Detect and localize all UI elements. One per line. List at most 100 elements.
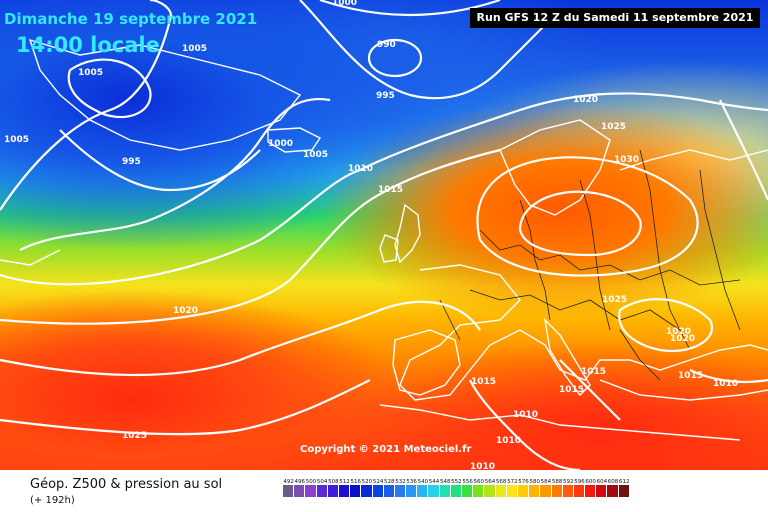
scale-value-label: 552 (451, 479, 462, 485)
isobars (0, 0, 768, 470)
scale-swatch (618, 485, 630, 497)
scale-value-label: 540 (417, 479, 429, 485)
scale-value-label: 504 (316, 479, 328, 485)
scale-swatch (439, 485, 451, 497)
isobar-label: 1005 (4, 135, 29, 145)
isobar-label: 1000 (268, 139, 293, 149)
scale-value-label: 608 (607, 479, 619, 485)
map-overlay: 1000 1005 990 1005 995 1005 995 1000 100… (0, 0, 768, 470)
isobar-label: 1020 (573, 95, 598, 105)
isobar-label: 1010 (470, 462, 495, 470)
forecast-offset: (+ 192h) (30, 495, 75, 506)
scale-swatch (596, 485, 608, 497)
scale-value-label: 604 (596, 479, 608, 485)
scale-swatch (540, 485, 552, 497)
scale-value-label: 544 (428, 479, 440, 485)
isobar-label: 1030 (614, 155, 639, 165)
isobar-label: 1025 (602, 295, 627, 305)
scale-swatch (406, 485, 418, 497)
isobar-label: 1015 (678, 371, 703, 381)
scale-swatch (495, 485, 507, 497)
scale-swatch (585, 485, 597, 497)
scale-swatch (607, 485, 619, 497)
scale-value-label: 524 (372, 479, 384, 485)
scale-swatch (529, 485, 541, 497)
scale-value-label: 508 (328, 479, 339, 485)
scale-swatch (473, 485, 485, 497)
scale-swatch (316, 485, 328, 497)
scale-value-label: 600 (585, 479, 596, 485)
scale-value-label: 576 (518, 479, 529, 485)
isobar-label: 1015 (581, 367, 606, 377)
isobar-label: 990 (377, 40, 396, 50)
scale-swatch (462, 485, 474, 497)
scale-value-label: 496 (294, 479, 306, 485)
scale-swatches (283, 485, 753, 497)
scale-swatch (327, 485, 339, 497)
isobar-label: 1000 (332, 0, 357, 8)
scale-swatch (372, 485, 384, 497)
model-run-banner: Run GFS 12 Z du Samedi 11 septembre 2021 (470, 8, 760, 28)
scale-labels: 492 496 500 504 508 512 516 520 524 528 532 536 540 5… (283, 479, 753, 485)
isobar-label: 1020 (666, 327, 691, 337)
scale-value-label: 572 (507, 479, 518, 485)
isobar-label: 1010 (513, 410, 538, 420)
isobar-label: 1005 (303, 150, 328, 160)
scale-value-label: 512 (339, 479, 350, 485)
isobar-label: 995 (122, 157, 141, 167)
scale-swatch (383, 485, 395, 497)
scale-value-label: 516 (350, 479, 361, 485)
scale-swatch (517, 485, 530, 497)
isobar-label: 1010 (496, 436, 521, 446)
scale-swatch (338, 485, 351, 497)
scale-value-label: 612 (618, 479, 630, 485)
scale-value-label: 528 (384, 479, 395, 485)
isobar-label: 1015 (378, 185, 403, 195)
scale-swatch (394, 485, 407, 497)
scale-value-label: 492 (283, 479, 294, 485)
scale-value-label: 596 (574, 479, 585, 485)
scale-swatch (350, 485, 362, 497)
scale-value-label: 584 (540, 479, 552, 485)
scale-swatch (484, 485, 496, 497)
map-footer: Géop. Z500 & pression au sol (+ 192h) 49… (0, 470, 768, 512)
scale-value-label: 548 (439, 479, 451, 485)
isobar-label: 1020 (670, 334, 695, 344)
weather-map: 1000 1005 990 1005 995 1005 995 1000 100… (0, 0, 768, 470)
coastlines (0, 38, 768, 441)
scale-swatch (573, 485, 586, 497)
scale-value-label: 564 (484, 479, 496, 485)
scale-value-label: 568 (495, 479, 507, 485)
forecast-date-label: Dimanche 19 septembre 2021 (4, 10, 258, 28)
isobar-label: 995 (376, 91, 395, 101)
scale-value-label: 588 (551, 479, 563, 485)
map-title: Géop. Z500 & pression au sol (30, 477, 223, 492)
scale-swatch (283, 485, 295, 497)
scale-swatch (361, 485, 373, 497)
scale-value-label: 500 (305, 479, 317, 485)
scale-swatch (417, 485, 429, 497)
scale-value-label: 532 (395, 479, 406, 485)
scale-swatch (562, 485, 574, 497)
scale-swatch (551, 485, 563, 497)
isobar-label: 1005 (78, 68, 103, 78)
isobar-label: 1015 (559, 385, 584, 395)
scale-swatch (294, 485, 306, 497)
isobar-labels: 1000 1005 990 1005 995 1005 995 1000 100… (4, 0, 738, 470)
scale-swatch (506, 485, 518, 497)
isobar-label: 1025 (601, 122, 626, 132)
isobar-label: 1020 (173, 306, 198, 316)
forecast-time-label: 14:00 locale (16, 33, 160, 57)
scale-swatch (450, 485, 462, 497)
scale-value-label: 536 (406, 479, 417, 485)
isobar-label: 1005 (182, 44, 207, 54)
scale-value-label: 520 (361, 479, 373, 485)
isobar-label: 1010 (348, 164, 373, 174)
scale-value-label: 556 (462, 479, 473, 485)
scale-value-label: 580 (529, 479, 540, 485)
isobar-label: 1010 (713, 379, 738, 389)
scale-value-label: 560 (473, 479, 485, 485)
scale-value-label: 592 (563, 479, 574, 485)
color-scale-legend: 492 496 500 504 508 512 516 520 524 528 532 536 540 5… (283, 479, 753, 507)
country-borders (439, 149, 741, 381)
